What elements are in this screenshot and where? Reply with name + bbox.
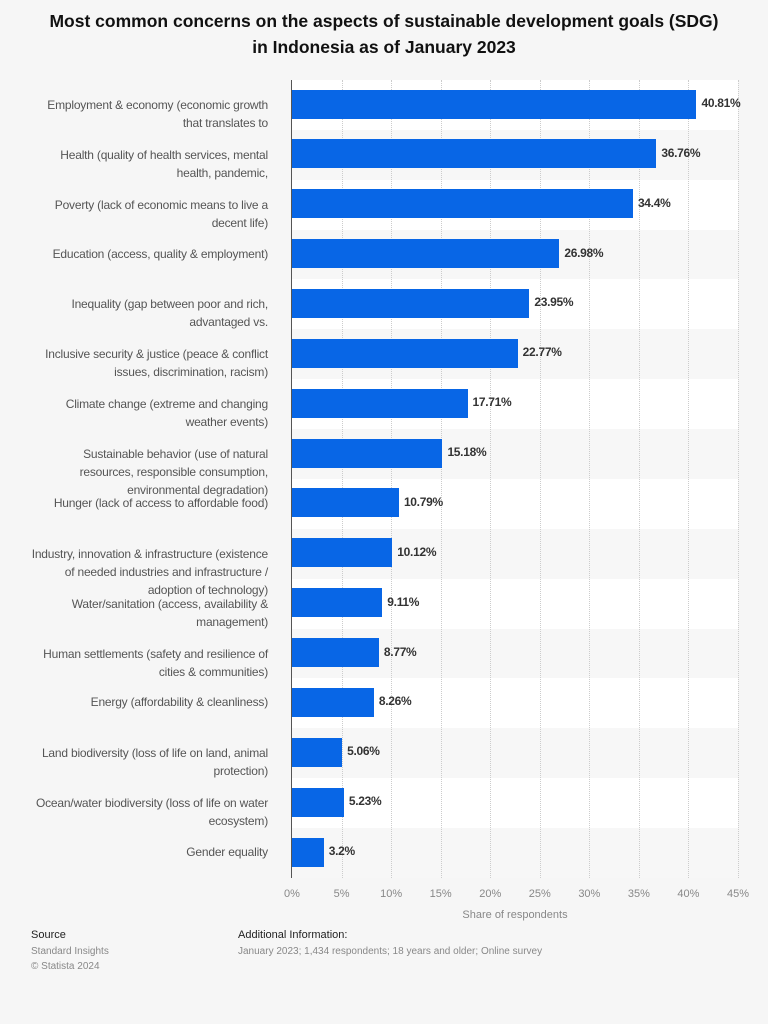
gridline xyxy=(391,80,393,878)
bar xyxy=(292,488,399,518)
data-label: 8.26% xyxy=(378,694,412,709)
category-label: Employment & economy (economic growth th… xyxy=(47,98,268,130)
category-label: Education (access, quality & employment) xyxy=(52,246,269,261)
data-label: 36.76% xyxy=(661,145,701,160)
tick-label: 45% xyxy=(726,888,750,900)
category-label: Hunger (lack of access to affordable foo… xyxy=(53,495,268,510)
category-label: Health (quality of health services, ment… xyxy=(60,147,268,180)
bar xyxy=(292,787,344,817)
bar xyxy=(292,588,383,618)
row-band xyxy=(292,728,738,779)
bar xyxy=(292,737,343,767)
gridline xyxy=(688,80,690,878)
gridline xyxy=(440,80,442,878)
data-label: 26.98% xyxy=(564,245,604,260)
data-label: 17.71% xyxy=(472,395,512,410)
data-label: 5.23% xyxy=(348,794,382,809)
category-label: Sustainable behavior (use of natural res… xyxy=(79,447,269,498)
tick-label: 0% xyxy=(284,888,300,900)
gridline xyxy=(539,80,541,878)
row-band xyxy=(292,778,738,829)
data-label: 15.18% xyxy=(447,445,487,460)
data-label: 8.77% xyxy=(383,644,417,659)
data-label: 34.4% xyxy=(637,195,671,210)
data-label: 10.79% xyxy=(403,494,443,509)
info-text: January 2023; 1,434 respondents; 18 year… xyxy=(238,946,543,957)
data-label: 40.81% xyxy=(701,96,741,110)
tick-label: 10% xyxy=(380,888,403,900)
bar xyxy=(292,388,468,418)
bar xyxy=(292,338,518,368)
tick-label: 40% xyxy=(677,888,700,900)
bar xyxy=(292,288,530,318)
category-label: Industry, innovation & infrastructure (e… xyxy=(31,546,268,597)
plot-area: 40.81% 36.76% 34.4% 26.98% 23.95% 22.77% 17.71… xyxy=(292,80,741,878)
tick-label: 20% xyxy=(479,888,502,900)
category-label: Inequality (gap between poor and rich, a… xyxy=(71,297,268,330)
data-label: 3.2% xyxy=(328,844,355,859)
bar xyxy=(292,139,657,169)
gridline xyxy=(738,80,739,878)
bar xyxy=(292,538,393,568)
tick-label: 25% xyxy=(528,888,551,900)
category-label: Climate change (extreme and changing wea… xyxy=(65,397,268,430)
source-text: Standard Insights xyxy=(31,946,109,957)
category-label: Gender equality xyxy=(186,845,268,860)
bar xyxy=(292,638,379,668)
category-label: Poverty (lack of economic means to live … xyxy=(54,197,268,230)
bar xyxy=(292,837,324,867)
tick-label: 30% xyxy=(578,888,601,900)
gridline xyxy=(490,80,492,878)
category-label: Human settlements (safety and resilience… xyxy=(43,646,268,679)
tick-label: 35% xyxy=(627,888,650,900)
gridline xyxy=(638,80,640,878)
bar xyxy=(292,89,697,119)
copyright: © Statista 2024 xyxy=(31,961,100,972)
data-label: 10.12% xyxy=(397,544,437,559)
bar xyxy=(292,189,633,219)
data-label: 23.95% xyxy=(534,295,574,310)
category-label: Inclusive security & justice (peace & co… xyxy=(45,347,268,380)
gridline xyxy=(341,80,343,878)
tick-label: 5% xyxy=(333,888,350,900)
bar xyxy=(292,687,374,717)
data-label: 22.77% xyxy=(522,345,562,360)
x-axis-label: Share of respondents xyxy=(462,909,568,921)
category-label: Water/sanitation (access, availability &… xyxy=(71,596,269,629)
gridline xyxy=(589,80,591,878)
row-band xyxy=(292,828,738,878)
data-label: 5.06% xyxy=(347,744,380,759)
tick-label: 15% xyxy=(429,888,452,900)
bar xyxy=(292,239,560,269)
bar xyxy=(292,438,443,468)
category-label: Land biodiversity (loss of life on land,… xyxy=(41,746,268,779)
chart-title: Most common concerns on the aspects of s… xyxy=(49,11,719,57)
category-label: Ocean/water biodiversity (loss of life o… xyxy=(35,796,268,829)
data-label: 9.11% xyxy=(387,594,420,609)
source-heading: Source xyxy=(31,929,66,941)
info-heading: Additional Information: xyxy=(238,929,348,941)
y-axis-line xyxy=(291,80,292,878)
category-label: Energy (affordability & cleanliness) xyxy=(90,695,269,710)
